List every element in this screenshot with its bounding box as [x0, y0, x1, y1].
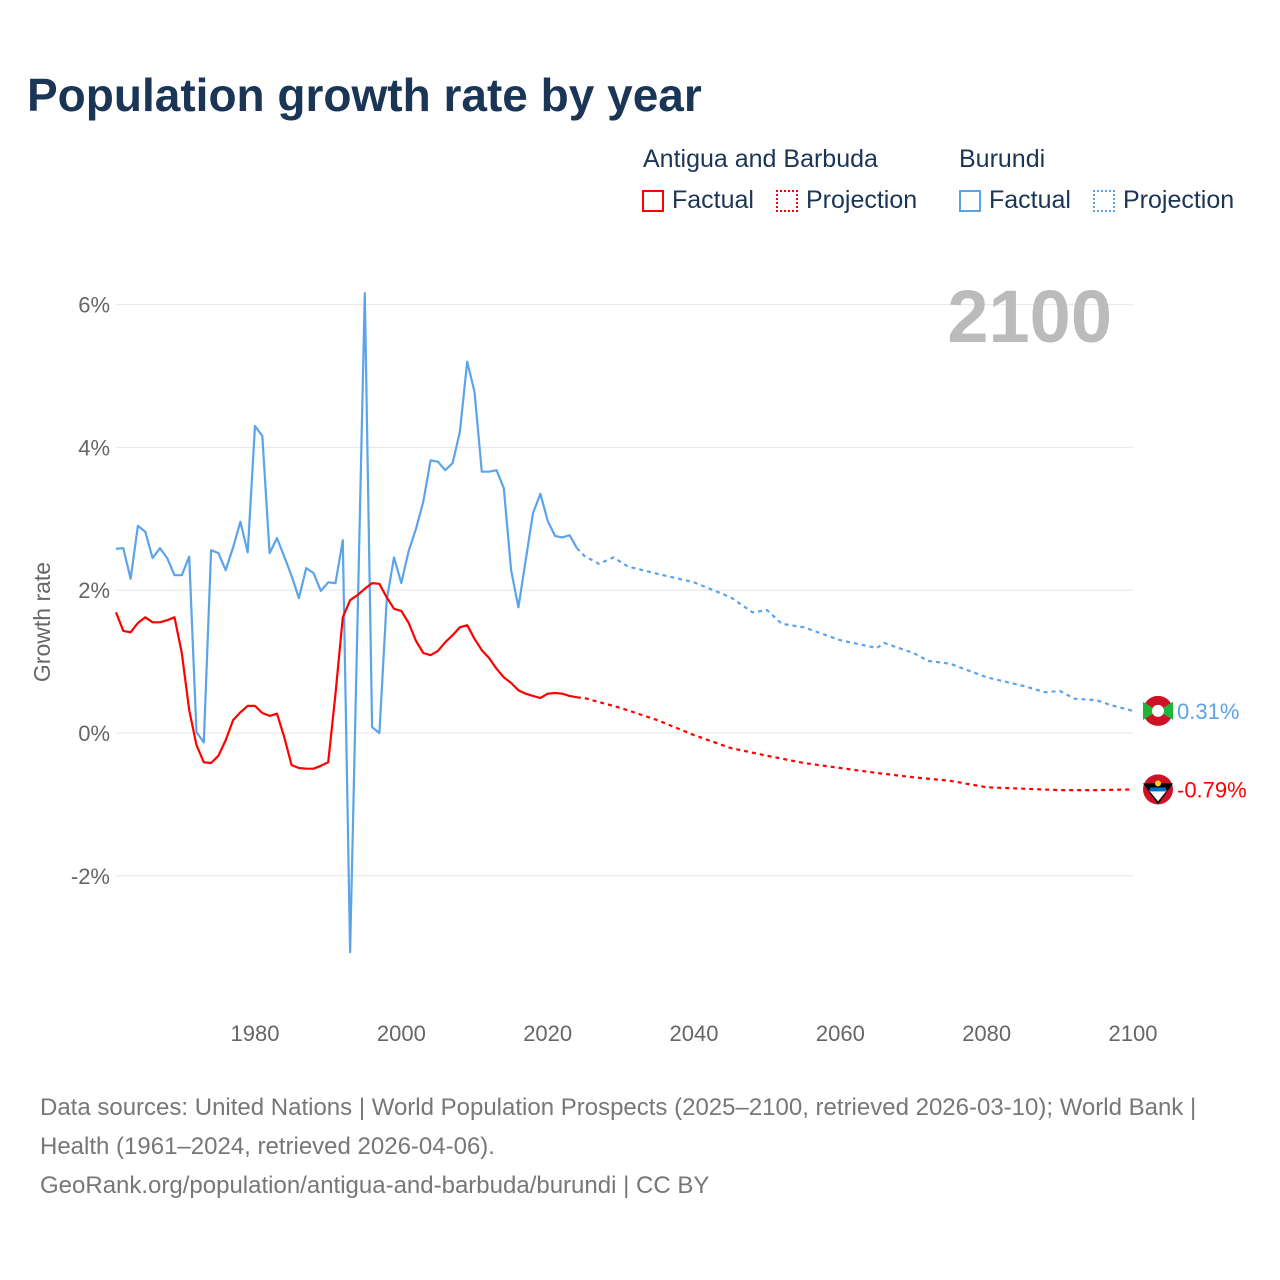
y-tick-label: 4%	[78, 435, 110, 460]
current-year-label: 2100	[947, 275, 1112, 358]
source-note: Data sources: United Nations | World Pop…	[40, 1088, 1240, 1205]
y-tick-label: 0%	[78, 721, 110, 746]
legend-label: Factual	[989, 186, 1071, 214]
legend-group-burundi: Burundi	[959, 145, 1046, 173]
flag-white	[1149, 790, 1167, 802]
x-tick-label: 2080	[962, 1021, 1011, 1046]
x-tick-label: 2040	[670, 1021, 719, 1046]
data-sources: Data sources: United Nations | World Pop…	[40, 1094, 1197, 1160]
legend-antigua-projection[interactable]: Projection	[776, 186, 917, 215]
legend-label: Projection	[1123, 186, 1235, 214]
legend-group-antigua: Antigua and Barbuda	[643, 145, 878, 173]
flag-sun	[1155, 780, 1161, 787]
flag-icon-antigua-and-barbuda	[1143, 774, 1173, 805]
x-tick-label: 1980	[231, 1021, 280, 1046]
legend-burundi-factual[interactable]: Factual	[959, 186, 1071, 215]
end-value-label-antigua-and-barbuda: -0.79%	[1177, 777, 1247, 802]
y-tick-label: 6%	[78, 293, 110, 318]
legend-swatch-dotted	[1093, 189, 1115, 212]
series-line-factual-burundi	[115, 292, 578, 954]
legend-label: Factual	[672, 186, 754, 214]
end-value-label-burundi: 0.31%	[1177, 699, 1239, 724]
series-line-factual-antigua-and-barbuda	[114, 581, 578, 770]
series-line-projection-antigua-and-barbuda	[576, 696, 1134, 792]
legend-swatch-solid	[642, 189, 664, 212]
x-tick-label: 2000	[377, 1021, 426, 1046]
attribution-link[interactable]: GeoRank.org/population/antigua-and-barbu…	[40, 1172, 710, 1199]
y-tick-label: -2%	[71, 864, 110, 889]
legend-swatch-dotted	[776, 189, 798, 212]
legend-swatch-solid	[959, 189, 981, 212]
legend-burundi-projection[interactable]: Projection	[1093, 186, 1234, 215]
x-tick-label: 2020	[523, 1021, 572, 1046]
x-tick-label: 2100	[1109, 1021, 1158, 1046]
y-axis-label: Growth rate	[29, 562, 55, 682]
flag-blue	[1150, 787, 1166, 792]
flag-icon-burundi	[1143, 695, 1173, 726]
flag-center	[1152, 704, 1164, 717]
series-line-projection-burundi	[576, 547, 1134, 712]
page-title: Population growth rate by year	[27, 69, 702, 121]
legend-antigua-factual[interactable]: Factual	[642, 186, 754, 215]
y-tick-label: 2%	[78, 578, 110, 603]
legend-label: Projection	[806, 186, 918, 214]
x-tick-label: 2060	[816, 1021, 865, 1046]
